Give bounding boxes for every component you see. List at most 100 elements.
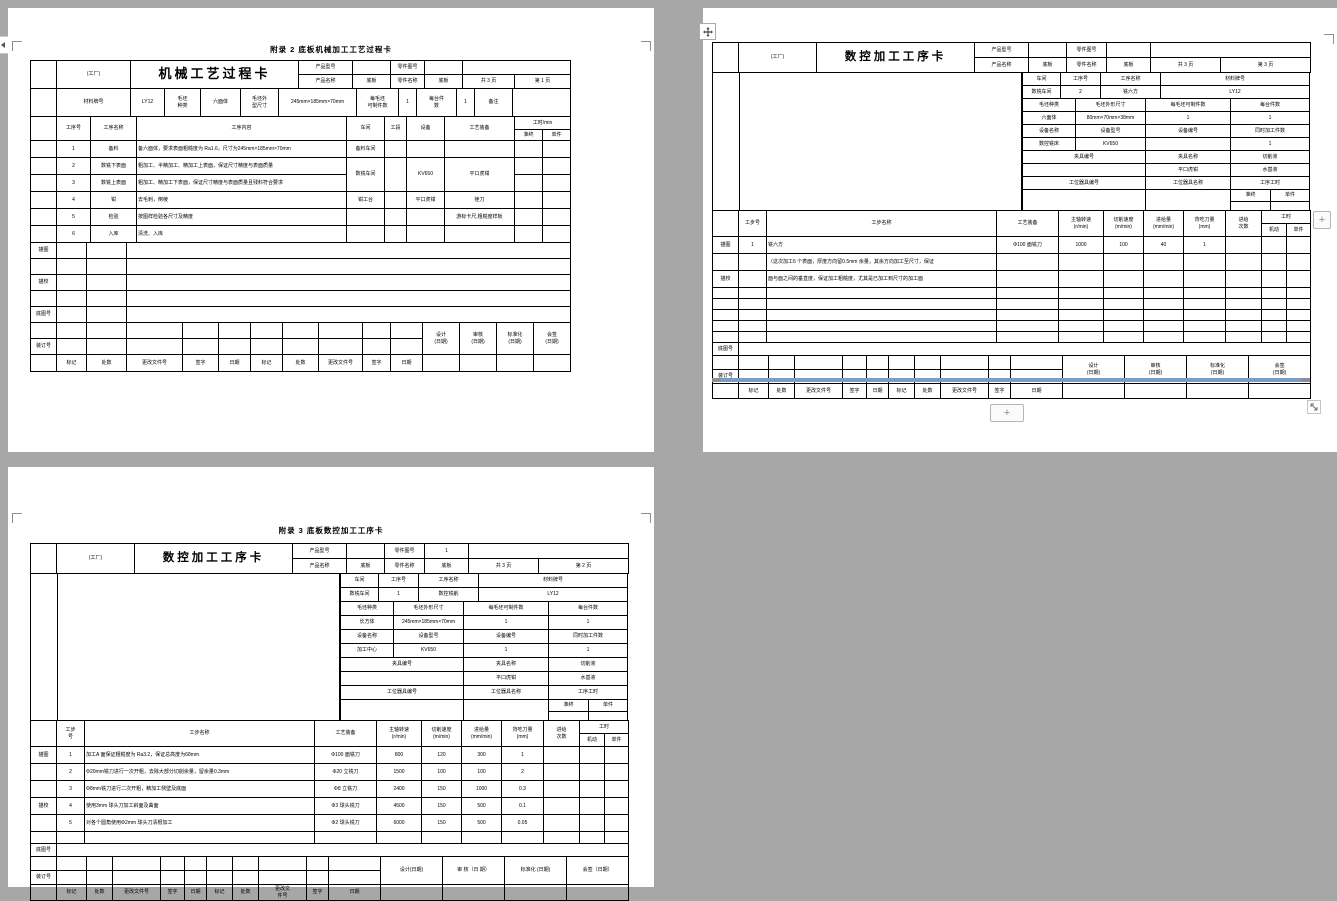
empty-cell — [842, 355, 867, 370]
cell: 更改文件号 — [126, 354, 183, 372]
table-resize-handle-icon[interactable] — [1305, 398, 1323, 416]
empty-cell — [543, 831, 580, 844]
empty-cell — [384, 191, 407, 209]
p3-tooling-table-grid: 工位器具编号 工位器具名称 工序工时 准终 单件 — [339, 685, 629, 721]
empty-cell — [996, 320, 1059, 332]
empty-cell — [160, 856, 185, 871]
cell: 产品名称 — [292, 558, 347, 574]
empty-cell — [282, 322, 319, 339]
p3-fixture-table: 夹具编号 夹具名称 切削液 平口虎钳 水基液 — [339, 657, 629, 686]
empty-cell — [603, 746, 630, 764]
p2-blank-table-grid: 毛坯种类 毛坯外形尺寸 每毛坯可制件数 每台件数 六面体 80mm×70mm×38mm 1 1 — [1021, 98, 1311, 125]
empty-cell — [424, 60, 463, 75]
cell: 使用3mm 球头刀加工斜面及曲面 — [84, 797, 315, 815]
empty-cell — [406, 208, 445, 226]
empty-cell — [444, 225, 515, 243]
page-edge-artifact — [0, 36, 9, 54]
empty-cell — [866, 355, 889, 370]
cell: 描图 — [30, 746, 57, 764]
cell: 数铣上表面 — [90, 174, 137, 192]
p3-workshop-table-grid: 车间 工序号 工序名称 材料牌号 数铣车间 1 数控铣削 LY12 — [339, 573, 629, 602]
cell: 零件图号 — [1066, 42, 1107, 58]
cell: 日期 — [218, 354, 251, 372]
empty-cell — [1058, 298, 1104, 310]
empty-cell — [1261, 331, 1287, 343]
empty-cell — [996, 298, 1059, 310]
cell: 签字 — [306, 884, 329, 901]
insert-column-button[interactable]: + — [1313, 211, 1331, 229]
cell: 材料牌号 — [56, 88, 131, 117]
empty-cell — [218, 322, 251, 339]
cell: 日期 — [390, 354, 423, 372]
empty-cell — [603, 780, 630, 798]
cell: 签字 — [182, 354, 219, 372]
diagonal-arrow-icon — [1307, 400, 1321, 414]
cell: 2400 — [376, 780, 422, 798]
p3-tooling-table: 工位器具编号 工位器具名称 工序工时 准终 单件 — [339, 685, 629, 721]
empty-cell — [888, 355, 915, 370]
empty-cell — [766, 309, 997, 321]
cell: Φ20mm铣刀进行一次开粗，去除大部分切削余量，留余量0.3mm — [84, 763, 315, 781]
table-move-handle-icon[interactable] — [699, 23, 716, 40]
cell: 备料 — [90, 140, 137, 158]
empty-cell — [30, 157, 57, 175]
cell: 底图号 — [30, 843, 57, 857]
page-3: 附录 3 底板数控加工工序卡 (工厂) 数控加工工序卡 产品型号 零件图号 1 产品名称底… — [8, 467, 654, 901]
empty-cell — [737, 342, 1312, 356]
empty-cell — [184, 870, 207, 885]
empty-cell — [390, 338, 423, 355]
empty-cell — [459, 354, 497, 372]
cell: 工序名称 — [90, 116, 137, 141]
empty-cell — [712, 253, 739, 271]
cell: 水基液 — [547, 671, 629, 686]
cell: 标准化 (日期) — [496, 322, 534, 355]
cell: 更改文件号 — [794, 383, 843, 399]
empty-cell — [1269, 201, 1311, 211]
empty-cell — [738, 270, 767, 288]
empty-cell — [339, 699, 464, 721]
cell: 设计(日期) — [380, 856, 443, 885]
p2-title-table-grid: (工厂) 数控加工工序卡 产品型号 零件图号 产品名称 底板 零件名称 底板共 3 页第 3 … — [712, 42, 1311, 73]
cell: 数铣车间 — [346, 157, 385, 192]
cell: 5 — [56, 814, 85, 832]
empty-cell — [543, 797, 580, 815]
cell: 签字 — [842, 383, 867, 399]
empty-cell — [940, 355, 989, 370]
cell: 工段 — [384, 116, 407, 141]
cell: 2 — [56, 763, 85, 781]
cell: 1 — [1183, 236, 1226, 254]
cell: 1 — [456, 88, 475, 117]
cell: 80mm×70mm×38mm — [1074, 111, 1146, 125]
empty-cell — [712, 42, 739, 73]
cell: 长方体 — [339, 615, 394, 630]
empty-cell — [1058, 270, 1104, 288]
cell: 245mm×185mm×70mm — [392, 615, 464, 630]
cell: 4 — [56, 191, 91, 209]
cell: 1 — [547, 615, 629, 630]
empty-cell — [1183, 320, 1226, 332]
insert-row-button[interactable]: + — [990, 404, 1024, 422]
empty-cell — [126, 322, 183, 339]
cell: 1 — [377, 587, 419, 602]
cell: 1 — [1229, 111, 1311, 125]
empty-cell — [30, 88, 57, 117]
empty-cell — [384, 157, 407, 192]
empty-cell — [1186, 383, 1249, 399]
empty-cell — [282, 338, 319, 355]
empty-cell — [1183, 253, 1226, 271]
cell: 审 核（日 期） — [442, 856, 505, 885]
move-arrows-icon — [702, 26, 713, 37]
p3-signoff-table: 底图号 设计(日期) 审 核（日 期） 标准化 (日期) 会签（日期） 装订号 标记 处数 更改… — [30, 843, 630, 901]
empty-cell — [579, 780, 605, 798]
empty-cell — [306, 856, 329, 871]
cell: 锉刀 — [444, 191, 515, 209]
empty-cell — [462, 60, 571, 75]
cell: 毛坯种类 — [1021, 98, 1076, 112]
empty-cell — [56, 338, 87, 355]
empty-cell — [30, 814, 57, 832]
crop-mark — [1324, 34, 1334, 44]
cell: 夹具编号 — [339, 657, 464, 672]
cell: 工时 — [1260, 210, 1312, 224]
cell: 500 — [461, 814, 502, 832]
p3-margin-strip — [30, 573, 58, 721]
